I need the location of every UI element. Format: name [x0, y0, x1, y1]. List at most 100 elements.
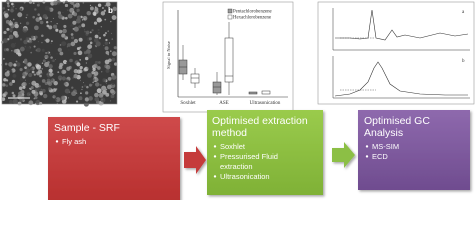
grain: [6, 27, 10, 31]
grain: [39, 20, 44, 25]
grain: [59, 44, 62, 46]
grain: [76, 10, 79, 13]
grain: [13, 63, 17, 67]
grain: [101, 71, 103, 73]
grain: [30, 86, 34, 90]
grain: [78, 69, 83, 74]
grain: [55, 97, 61, 103]
grain: [7, 4, 10, 8]
step-box: [48, 117, 180, 200]
grain: [64, 16, 68, 20]
grain: [48, 87, 52, 91]
grain: [105, 38, 108, 42]
grain: [84, 97, 90, 102]
grain: [38, 84, 40, 86]
grain: [39, 74, 42, 78]
grain: [23, 39, 28, 45]
grain: [8, 34, 14, 40]
grain: [78, 75, 80, 77]
grain: [101, 6, 104, 9]
grain: [72, 77, 74, 79]
grain: [34, 25, 39, 31]
grain: [67, 49, 70, 51]
grain: [88, 96, 93, 101]
grain: [108, 42, 111, 44]
grain: [97, 28, 100, 32]
grain: [10, 30, 12, 33]
grain: [6, 2, 10, 5]
boxes: [178, 22, 271, 95]
grain: [29, 87, 31, 90]
grain: [87, 44, 92, 49]
grain: [25, 16, 28, 19]
grain: [70, 33, 74, 36]
grain: [60, 95, 66, 101]
step-title: Analysis: [364, 127, 403, 139]
micrograph: b: [0, 0, 118, 107]
grain: [86, 85, 89, 89]
grain: [46, 78, 51, 83]
grain: [67, 13, 73, 19]
grain: [85, 62, 87, 64]
grain: [73, 12, 78, 17]
grain: [111, 81, 116, 85]
grain: [42, 14, 48, 19]
grain: [50, 56, 53, 59]
graphical-abstract: b Signal to Noise Pentachlorobenzene Hex…: [0, 0, 475, 200]
grain: [39, 101, 43, 106]
grain: [53, 24, 58, 29]
grain: [94, 60, 99, 65]
grain: [15, 60, 18, 63]
grain: [19, 38, 23, 41]
grain: [69, 24, 72, 27]
grain: [48, 17, 50, 19]
grain: [9, 99, 13, 104]
arrow: [184, 146, 206, 174]
grain: [110, 10, 116, 15]
grain: [14, 23, 19, 29]
grain: [57, 71, 60, 74]
grain: [76, 62, 81, 67]
grain: [44, 81, 48, 86]
grain: [56, 53, 58, 55]
grain: [55, 98, 58, 101]
grain: [105, 92, 110, 97]
grain: [32, 2, 35, 5]
grain: [14, 33, 19, 38]
grain: [25, 66, 27, 68]
grain: [83, 84, 87, 88]
grain: [83, 29, 85, 31]
grain: [61, 76, 66, 81]
grain: [2, 38, 8, 43]
grain: [34, 8, 37, 11]
grain: [110, 20, 112, 23]
grain: [64, 35, 67, 38]
grain: [63, 24, 67, 28]
grain: [58, 14, 63, 19]
grain: [95, 78, 99, 82]
grain: [43, 93, 48, 99]
grain: [26, 92, 31, 97]
grain: [69, 2, 72, 4]
grain: [87, 53, 93, 59]
step-title: Optimised extraction: [212, 115, 308, 127]
grain: [25, 4, 29, 8]
grain: [11, 50, 13, 52]
grain: [7, 38, 10, 41]
grain: [47, 51, 51, 55]
grain: [16, 62, 21, 67]
grain: [17, 91, 23, 96]
grain: [71, 30, 73, 31]
grain: [84, 30, 87, 33]
grain: [111, 15, 117, 20]
grain: [82, 2, 85, 4]
grain: [13, 48, 18, 54]
grain: [104, 41, 109, 45]
grain: [109, 89, 115, 94]
trace: [335, 9, 469, 41]
grain: [16, 42, 18, 43]
grain: [71, 90, 73, 92]
grain: [41, 79, 46, 83]
grain: [70, 68, 72, 70]
grain: [106, 82, 107, 84]
